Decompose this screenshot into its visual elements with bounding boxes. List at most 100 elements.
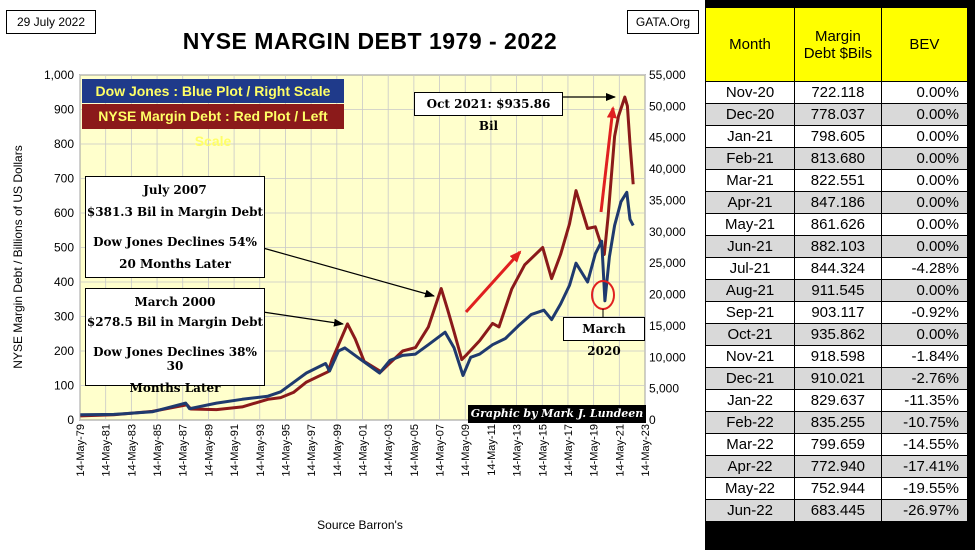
table-row: Jul-21 844.324 -4.28%	[705, 257, 969, 280]
cell-margin-debt: 903.117	[794, 301, 882, 324]
annotation-line: July 2007	[143, 183, 207, 197]
x-tick-label: 14-May-23	[640, 424, 652, 477]
right-tick-label: 5,000	[649, 382, 679, 396]
cell-month: Dec-21	[705, 367, 795, 390]
cell-month: Mar-22	[705, 433, 795, 456]
site-label: GATA.Org	[627, 10, 699, 34]
red-trend-arrow-1	[464, 250, 522, 314]
cell-bev: 0.00%	[880, 103, 969, 126]
cell-month: Feb-21	[705, 147, 795, 170]
cell-month: Nov-21	[705, 345, 795, 368]
table-row: Jun-22 683.445 -26.97%	[705, 499, 969, 522]
right-tick-label: 20,000	[649, 288, 686, 302]
table-row: Aug-21 911.545 0.00%	[705, 279, 969, 302]
cell-bev: -26.97%	[880, 499, 969, 522]
right-tick-label: 40,000	[649, 162, 686, 176]
cell-margin-debt: 910.021	[794, 367, 882, 390]
x-tick-label: 14-May-03	[383, 424, 395, 477]
graphic-credit: Graphic by Mark J. Lundeen	[468, 405, 646, 423]
annotation-july-2007: July 2007 $381.3 Bil in Margin Debt Dow …	[85, 176, 265, 278]
cell-margin-debt: 778.037	[794, 103, 882, 126]
cell-bev: 0.00%	[880, 323, 969, 346]
cell-bev: -19.55%	[880, 477, 969, 500]
cell-margin-debt: 822.551	[794, 169, 882, 192]
right-tick-label: 35,000	[649, 193, 686, 207]
x-tick-label: 14-May-93	[255, 424, 267, 477]
cell-margin-debt: 911.545	[794, 279, 882, 302]
cell-month: Feb-22	[705, 411, 795, 434]
y-axis-label-left: NYSE Margin Debt / Billions of US Dollar…	[11, 145, 25, 369]
cell-bev: 0.00%	[880, 235, 969, 258]
right-tick-label: 45,000	[649, 131, 686, 145]
cell-margin-debt: 798.605	[794, 125, 882, 148]
right-tick-label: 25,000	[649, 256, 686, 270]
table-row: Oct-21 935.862 0.00%	[705, 323, 969, 346]
table-row: Nov-20 722.118 0.00%	[705, 81, 969, 104]
table-row: Mar-21 822.551 0.00%	[705, 169, 969, 192]
cell-bev: -14.55%	[880, 433, 969, 456]
series-line-margin-debt	[80, 95, 635, 418]
cell-bev: 0.00%	[880, 279, 969, 302]
legend-dow: Dow Jones : Blue Plot / Right Scale	[82, 79, 344, 103]
x-tick-label: 14-May-17	[563, 424, 575, 477]
cell-margin-debt: 935.862	[794, 323, 882, 346]
cell-margin-debt: 813.680	[794, 147, 882, 170]
cell-month: Dec-20	[705, 103, 795, 126]
cell-month: May-22	[705, 477, 795, 500]
chart-panel: 0 100 200 300 400 500 600 700 800 900 1,000 0 5,000…	[0, 0, 705, 550]
cell-margin-debt: 861.626	[794, 213, 882, 236]
x-tick-label: 14-May-81	[101, 424, 113, 477]
annotation-line: March 2000	[134, 295, 216, 309]
cell-bev: -0.92%	[880, 301, 969, 324]
arrow-2000	[262, 311, 344, 327]
table-row: May-22 752.944 -19.55%	[705, 477, 969, 500]
table-row: Mar-22 799.659 -14.55%	[705, 433, 969, 456]
table-row: Jan-22 829.637 -11.35%	[705, 389, 969, 412]
cell-margin-debt: 918.598	[794, 345, 882, 368]
date-label: 29 July 2022	[6, 10, 96, 34]
annotation-line: Dow Jones Declines 38% 30	[93, 345, 257, 373]
right-axis-ticks: 0 5,000 10,000 15,000 20,000 25,000 30,000 35,0…	[649, 68, 686, 427]
x-tick-label: 14-May-85	[152, 424, 164, 477]
left-tick-label: 300	[54, 310, 74, 324]
cell-month: Sep-21	[705, 301, 795, 324]
cell-month: Jun-22	[705, 499, 795, 522]
cell-month: Nov-20	[705, 81, 795, 104]
cell-bev: 0.00%	[880, 169, 969, 192]
cell-margin-debt: 835.255	[794, 411, 882, 434]
x-tick-label: 14-May-19	[589, 424, 601, 477]
cell-bev: 0.00%	[880, 125, 969, 148]
cell-bev: -2.76%	[880, 367, 969, 390]
right-tick-label: 30,000	[649, 225, 686, 239]
series-line-dow-jones	[80, 190, 635, 417]
left-tick-label: 900	[54, 103, 74, 117]
x-tick-label: 14-May-97	[306, 424, 318, 477]
cell-margin-debt: 847.186	[794, 191, 882, 214]
table-row: Dec-21 910.021 -2.76%	[705, 367, 969, 390]
left-axis-ticks: 0 100 200 300 400 500 600 700 800 900 1,000	[44, 68, 74, 427]
cell-month: Apr-22	[705, 455, 795, 478]
table-row: May-21 861.626 0.00%	[705, 213, 969, 236]
column-header-month: Month	[705, 7, 795, 82]
annotation-line: 20 Months Later	[119, 257, 231, 271]
source-label: Source Barron's	[317, 518, 403, 532]
cell-month: Oct-21	[705, 323, 795, 346]
cell-margin-debt: 844.324	[794, 257, 882, 280]
right-tick-label: 55,000	[649, 68, 686, 82]
legend-margin: NYSE Margin Debt : Red Plot / Left Scale	[82, 104, 344, 149]
table-row: Jan-21 798.605 0.00%	[705, 125, 969, 148]
table-row: Dec-20 778.037 0.00%	[705, 103, 969, 126]
x-tick-label: 14-May-07	[435, 424, 447, 477]
cell-month: Apr-21	[705, 191, 795, 214]
right-tick-label: 10,000	[649, 350, 686, 364]
cell-month: Aug-21	[705, 279, 795, 302]
cell-month: Mar-21	[705, 169, 795, 192]
x-tick-label: 14-May-13	[512, 424, 524, 477]
left-tick-label: 1,000	[44, 68, 74, 82]
left-tick-label: 100	[54, 379, 74, 393]
left-tick-label: 500	[54, 241, 74, 255]
cell-margin-debt: 752.944	[794, 477, 882, 500]
x-tick-label: 14-May-79	[75, 424, 87, 477]
x-tick-label: 14-May-91	[229, 424, 241, 477]
annotation-line: Months Later	[129, 381, 221, 395]
